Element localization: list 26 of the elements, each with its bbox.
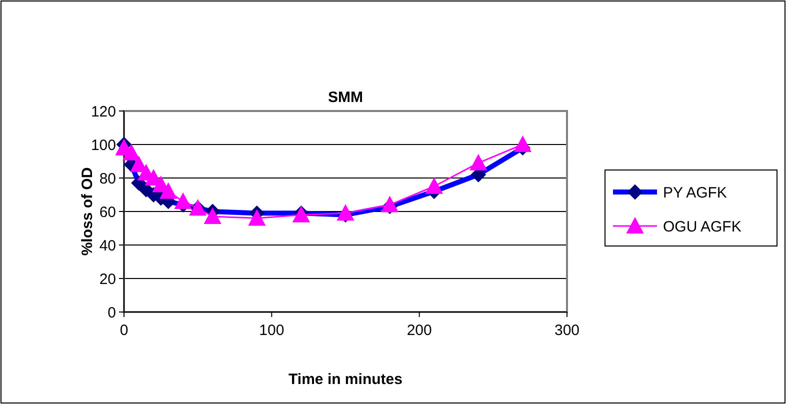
y-tick-label: 80 (99, 170, 116, 188)
x-axis-title: Time in minutes (288, 371, 402, 388)
x-tick-label: 200 (406, 322, 432, 339)
y-tick-label: 120 (90, 103, 116, 120)
x-tick-label: 0 (120, 322, 128, 339)
point (160, 182, 177, 199)
point (470, 154, 487, 170)
point (337, 204, 354, 221)
y-tick-label: 100 (90, 136, 116, 154)
legend-label: PY AGFK (663, 184, 727, 202)
chart-title: SMM (328, 89, 363, 106)
point (248, 210, 266, 226)
x-tick-label: 300 (554, 322, 580, 339)
y-tick-label: 60 (99, 204, 116, 221)
legend-label: OGU AGFK (663, 218, 742, 236)
point (426, 178, 443, 194)
point (514, 136, 532, 152)
point (122, 144, 140, 160)
y-tick-label: 0 (108, 304, 116, 322)
y-tick-label: 40 (99, 237, 116, 254)
point (174, 192, 192, 209)
y-tick-label: 20 (99, 270, 116, 288)
y-axis-title: %loss of OD (79, 167, 96, 256)
x-tick-label: 100 (259, 322, 284, 339)
point (204, 208, 222, 224)
point (381, 196, 398, 212)
